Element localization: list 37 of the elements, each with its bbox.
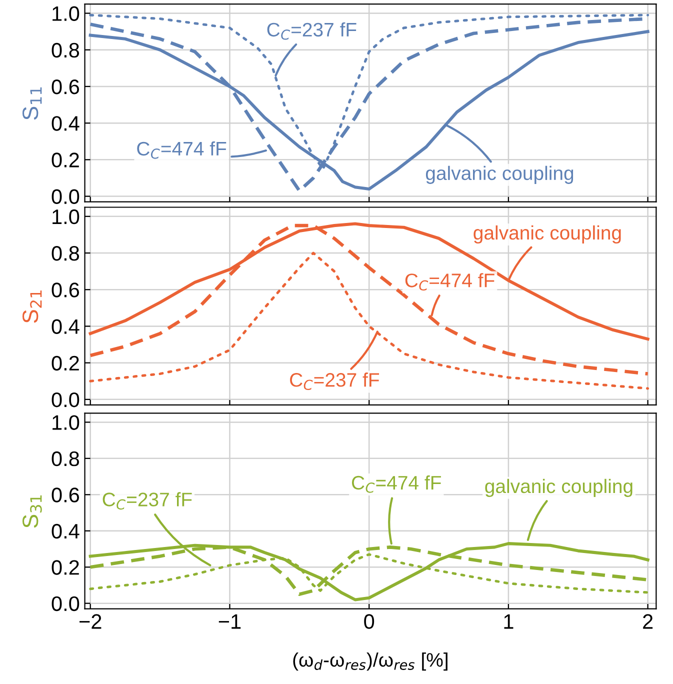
annotation: C$_{C}$=474 fF (137, 141, 226, 159)
annotation: C$_{C}$=237 fF (290, 372, 380, 390)
y-tick-label: 0.0 (52, 189, 80, 204)
annotation: galvanic coupling (485, 478, 632, 497)
y-tick-label: 0.8 (52, 451, 80, 466)
y-axis-title: S$_{31}$ (22, 495, 42, 528)
annotation: galvanic coupling (426, 166, 574, 184)
y-tick-label: 0.4 (52, 116, 80, 131)
y-tick-label: 1.0 (52, 6, 80, 22)
annotation: C$_{C}$=474 fF (405, 273, 494, 291)
annotation: C$_{C}$=237 fF (102, 492, 192, 510)
y-tick-label: 0.0 (52, 392, 80, 408)
y-tick-label: 1.0 (52, 415, 80, 430)
y-tick-label: 0.8 (52, 246, 80, 261)
annotation: C$_{C}$=474 fF (352, 475, 441, 493)
x-tick-label: 0 (364, 614, 374, 629)
y-tick-label: 0.6 (52, 488, 80, 502)
y-tick-label: 0.4 (52, 319, 80, 334)
x-axis-title: (ω$_{d}$-ω$_{res}$)/ω$_{res}$ [%] (293, 652, 448, 671)
y-tick-label: 0.6 (52, 79, 80, 94)
y-axis-title: S$_{11}$ (22, 87, 42, 120)
x-tick-label: 1 (504, 614, 514, 629)
y-tick-label: 0.2 (52, 152, 79, 168)
line-series (89, 252, 650, 390)
y-tick-label: 0.2 (52, 560, 79, 575)
y-tick-label: 1.0 (52, 209, 80, 224)
annotation: galvanic coupling (474, 225, 621, 244)
y-tick-label: 0.0 (52, 596, 80, 612)
x-tick-label: −2 (80, 614, 102, 629)
x-tick-label: −1 (218, 614, 241, 629)
y-axis-title: S$_{21}$ (22, 290, 42, 323)
y-tick-label: 0.4 (52, 524, 80, 539)
y-tick-label: 0.6 (52, 282, 80, 298)
y-tick-label: 0.8 (52, 42, 80, 58)
x-tick-label: 2 (643, 614, 653, 629)
y-tick-label: 0.2 (52, 356, 79, 371)
annotation: C$_{C}$=237 fF (267, 22, 356, 40)
